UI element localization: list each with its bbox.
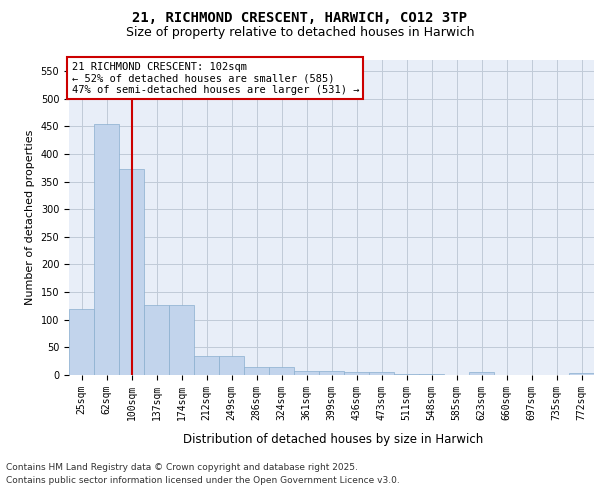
Bar [569,374,594,375]
Bar [394,374,419,375]
Text: Distribution of detached houses by size in Harwich: Distribution of detached houses by size … [183,432,483,446]
Bar [269,366,294,375]
Text: Contains HM Land Registry data © Crown copyright and database right 2025.: Contains HM Land Registry data © Crown c… [6,464,358,472]
Bar [294,370,319,375]
Bar [244,366,269,375]
Bar [419,374,444,375]
Text: 21, RICHMOND CRESCENT, HARWICH, CO12 3TP: 21, RICHMOND CRESCENT, HARWICH, CO12 3TP [133,11,467,25]
Bar [344,372,369,375]
Y-axis label: Number of detached properties: Number of detached properties [25,130,35,305]
Text: 21 RICHMOND CRESCENT: 102sqm
← 52% of detached houses are smaller (585)
47% of s: 21 RICHMOND CRESCENT: 102sqm ← 52% of de… [71,62,359,95]
Bar [469,372,494,375]
Text: Size of property relative to detached houses in Harwich: Size of property relative to detached ho… [126,26,474,39]
Bar [69,308,94,375]
Bar [319,370,344,375]
Bar [144,305,169,375]
Text: Contains public sector information licensed under the Open Government Licence v3: Contains public sector information licen… [6,476,400,485]
Bar [169,305,194,375]
Bar [219,356,244,375]
Bar [119,170,144,375]
Bar [194,356,219,375]
Bar [94,124,119,375]
Bar [369,372,394,375]
